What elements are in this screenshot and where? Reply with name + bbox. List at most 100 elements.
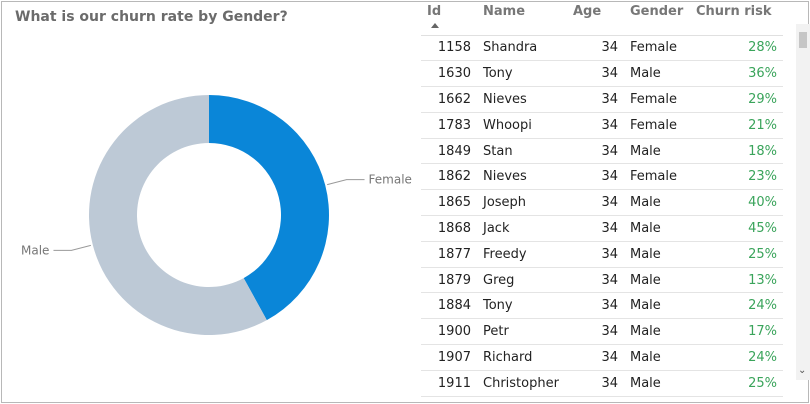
- cell-churn-risk: 18%: [690, 138, 783, 165]
- column-header-name-label: Name: [483, 4, 526, 19]
- cell-gender: Male: [624, 370, 690, 397]
- cell-id: 1911: [421, 370, 477, 397]
- cell-churn-risk: 28%: [690, 35, 783, 62]
- donut-slice-female[interactable]: [209, 95, 330, 321]
- column-header-id-label: Id: [427, 4, 442, 19]
- cell-id: 1783: [421, 112, 477, 139]
- cell-age: 34: [567, 215, 624, 242]
- cell-gender: Male: [624, 344, 690, 371]
- cell-churn-risk: 23%: [690, 163, 783, 191]
- donut-slice-male[interactable]: [89, 95, 267, 335]
- cell-age: 34: [567, 344, 624, 371]
- cell-age: 34: [567, 241, 624, 268]
- table-row[interactable]: 1662 Nieves 34 Female 29%: [421, 86, 783, 113]
- column-header-age-label: Age: [573, 4, 602, 19]
- table-row[interactable]: 1783 Whoopi 34 Female 21%: [421, 112, 783, 139]
- cell-id: 1630: [421, 60, 477, 88]
- cell-name: Greg: [477, 267, 567, 294]
- cell-churn-risk: 25%: [690, 241, 783, 268]
- cell-name: Nieves: [477, 86, 567, 113]
- column-header-gender-label: Gender: [630, 4, 684, 19]
- cell-id: 1862: [421, 163, 477, 191]
- table-row[interactable]: 1900 Petr 34 Male 17%: [421, 318, 783, 346]
- cell-churn-risk: 45%: [690, 215, 783, 242]
- cell-churn-risk: 24%: [690, 292, 783, 320]
- table-row[interactable]: 1879 Greg 34 Male 13%: [421, 267, 783, 294]
- table-row[interactable]: 1907 Richard 34 Male 24%: [421, 344, 783, 371]
- cell-age: 34: [567, 112, 624, 139]
- cell-name: Joseph: [477, 189, 567, 217]
- cell-id: 1879: [421, 267, 477, 294]
- cell-gender: Male: [624, 292, 690, 320]
- cell-gender: Male: [624, 267, 690, 294]
- table-row[interactable]: 1868 Jack 34 Male 45%: [421, 215, 783, 242]
- cell-churn-risk: 25%: [690, 370, 783, 397]
- table-row[interactable]: 1158 Shandra 34 Female 28%: [421, 35, 783, 62]
- cell-age: 34: [567, 292, 624, 320]
- cell-id: 1662: [421, 86, 477, 113]
- cell-name: Shandra: [477, 35, 567, 62]
- sort-ascending-icon[interactable]: [431, 23, 439, 28]
- cell-name: Nieves: [477, 163, 567, 191]
- cell-churn-risk: 29%: [690, 86, 783, 113]
- cell-churn-risk: 36%: [690, 60, 783, 88]
- cell-gender: Female: [624, 86, 690, 113]
- column-header-churn-risk[interactable]: Churn risk: [690, 2, 783, 36]
- column-header-gender[interactable]: Gender: [624, 2, 690, 36]
- cell-age: 34: [567, 370, 624, 397]
- cell-age: 34: [567, 86, 624, 113]
- cell-gender: Female: [624, 163, 690, 191]
- cell-name: Tony: [477, 292, 567, 320]
- cell-gender: Male: [624, 318, 690, 346]
- cell-churn-risk: 40%: [690, 189, 783, 217]
- donut-chart-visual[interactable]: What is our churn rate by Gender? Female…: [2, 2, 420, 402]
- cell-name: Petr: [477, 318, 567, 346]
- cell-name: Stan: [477, 138, 567, 165]
- table-row[interactable]: 1630 Tony 34 Male 36%: [421, 60, 783, 88]
- cell-age: 34: [567, 163, 624, 191]
- cell-gender: Male: [624, 60, 690, 88]
- scroll-down-icon[interactable]: ⌄: [798, 365, 807, 376]
- cell-gender: Male: [624, 215, 690, 242]
- customer-table-visual[interactable]: Id Name Age Gender Churn risk 1158 Shandr…: [421, 2, 810, 402]
- cell-name: Christopher: [477, 370, 567, 397]
- cell-name: Freedy: [477, 241, 567, 268]
- table-row[interactable]: 1884 Tony 34 Male 24%: [421, 292, 783, 320]
- customer-table: Id Name Age Gender Churn risk 1158 Shandr…: [421, 2, 783, 397]
- cell-id: 1849: [421, 138, 477, 165]
- table-row[interactable]: 1877 Freedy 34 Male 25%: [421, 241, 783, 268]
- cell-name: Richard: [477, 344, 567, 371]
- cell-gender: Male: [624, 138, 690, 165]
- cell-gender: Female: [624, 112, 690, 139]
- cell-age: 34: [567, 318, 624, 346]
- table-row[interactable]: 1911 Christopher 34 Male 25%: [421, 370, 783, 397]
- table-row[interactable]: 1849 Stan 34 Male 18%: [421, 138, 783, 165]
- table-header-row: Id Name Age Gender Churn risk: [421, 2, 783, 36]
- column-header-name[interactable]: Name: [477, 2, 567, 36]
- cell-age: 34: [567, 35, 624, 62]
- cell-id: 1884: [421, 292, 477, 320]
- cell-name: Whoopi: [477, 112, 567, 139]
- cell-gender: Male: [624, 241, 690, 268]
- cell-churn-risk: 13%: [690, 267, 783, 294]
- cell-id: 1900: [421, 318, 477, 346]
- cell-name: Jack: [477, 215, 567, 242]
- cell-age: 34: [567, 60, 624, 88]
- cell-id: 1865: [421, 189, 477, 217]
- cell-age: 34: [567, 189, 624, 217]
- table-row[interactable]: 1865 Joseph 34 Male 40%: [421, 189, 783, 217]
- scrollbar-thumb[interactable]: [799, 32, 807, 48]
- donut-chart[interactable]: Female Male: [2, 2, 420, 402]
- table-row[interactable]: 1862 Nieves 34 Female 23%: [421, 163, 783, 191]
- cell-churn-risk: 21%: [690, 112, 783, 139]
- cell-id: 1907: [421, 344, 477, 371]
- cell-age: 34: [567, 267, 624, 294]
- cell-churn-risk: 17%: [690, 318, 783, 346]
- column-header-id[interactable]: Id: [421, 2, 477, 36]
- vertical-scrollbar[interactable]: ⌄: [796, 24, 810, 380]
- slice-label-female: Female: [369, 173, 412, 187]
- cell-age: 34: [567, 138, 624, 165]
- cell-id: 1158: [421, 35, 477, 62]
- column-header-age[interactable]: Age: [567, 2, 624, 36]
